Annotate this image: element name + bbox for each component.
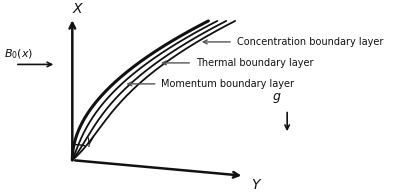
Text: Y: Y (251, 178, 260, 191)
Text: Momentum boundary layer: Momentum boundary layer (161, 79, 294, 89)
Text: γ: γ (85, 134, 92, 147)
Text: $B_0(x)$: $B_0(x)$ (4, 47, 34, 61)
Text: Concentration boundary layer: Concentration boundary layer (236, 37, 383, 47)
Text: g: g (272, 90, 280, 103)
Text: Thermal boundary layer: Thermal boundary layer (196, 58, 313, 68)
Text: X: X (73, 2, 82, 16)
